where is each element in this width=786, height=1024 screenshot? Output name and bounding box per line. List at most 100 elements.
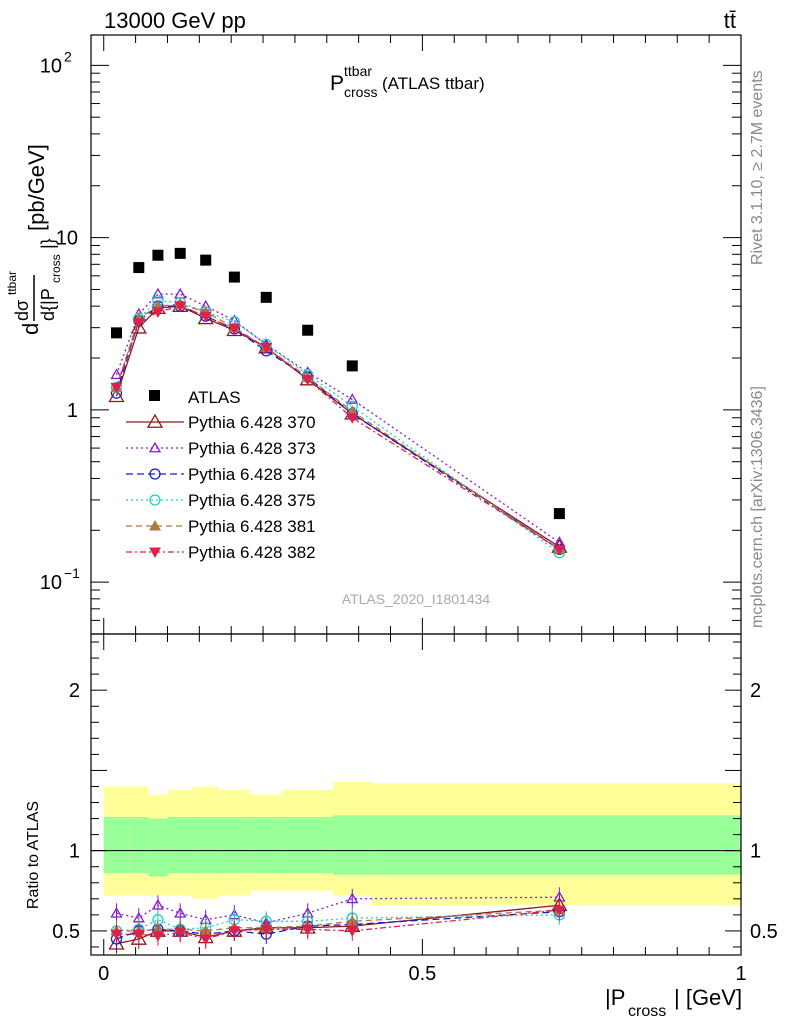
energy-label: 13000 GeV pp — [104, 8, 246, 33]
stat-uncertainty-band — [192, 816, 219, 874]
svg-text:P: P — [330, 72, 344, 95]
y-tick-exponent: 2 — [64, 48, 72, 64]
mc-series — [110, 298, 566, 554]
marker — [301, 924, 314, 936]
marker — [132, 318, 145, 329]
marker — [346, 926, 359, 937]
y-tick-exponent: −1 — [64, 565, 80, 581]
mc-line — [115, 300, 560, 554]
legend-label: Pythia 6.428 375 — [188, 491, 316, 510]
lower-ylabel: Ratio to ATLAS — [25, 801, 42, 909]
marker — [149, 468, 161, 480]
mc-line — [115, 305, 560, 548]
mc-series — [108, 297, 568, 553]
data-point — [553, 508, 565, 520]
analysis-label: ATLAS_2020_I1801434 — [342, 591, 491, 607]
svg-text:[pb/GeV]: [pb/GeV] — [24, 144, 49, 231]
rivet-label: Rivet 3.1.10, ≥ 2.7M events — [749, 70, 766, 265]
plot-title: P ttbar cross (ATLAS ttbar) — [330, 63, 485, 100]
mc-line — [115, 293, 560, 543]
xlabel: |P cross | [GeV] — [605, 985, 742, 1020]
data-point — [152, 249, 164, 261]
marker — [149, 494, 161, 506]
mc-series — [110, 300, 566, 556]
data-point — [302, 324, 314, 336]
marker — [228, 926, 241, 937]
ratio-line — [116, 909, 560, 940]
marker — [346, 892, 359, 904]
svg-text:d{|P: d{|P — [38, 288, 58, 321]
title-sup: ttbar — [344, 63, 372, 79]
marker — [110, 929, 123, 941]
legend-label: Pythia 6.428 373 — [188, 439, 316, 458]
x-tick-label: 0 — [98, 963, 109, 985]
stat-uncertainty-band — [250, 816, 283, 874]
legend-label: Pythia 6.428 381 — [188, 517, 316, 536]
svg-text:ttbar: ttbar — [5, 271, 19, 295]
marker — [108, 387, 125, 403]
stat-uncertainty-band — [148, 818, 168, 877]
ratio-y-tick-label: 2 — [69, 680, 80, 702]
ratio-y-tick-label: 0.5 — [52, 921, 80, 943]
stat-uncertainty-band — [333, 815, 372, 875]
marker — [199, 934, 212, 945]
marker — [110, 368, 123, 380]
title-main: P — [330, 72, 344, 95]
marker — [132, 929, 145, 941]
svg-text:cross: cross — [49, 254, 63, 283]
data-point — [110, 327, 122, 339]
data-point — [200, 254, 212, 266]
legend-label: ATLAS — [188, 388, 241, 407]
data-point — [133, 262, 145, 274]
marker — [151, 287, 165, 299]
marker — [151, 898, 165, 910]
marker — [130, 319, 147, 334]
stat-uncertainty-band — [282, 816, 334, 874]
x-tick-label: 0.5 — [408, 963, 436, 985]
y-tick-label: 10 — [40, 572, 62, 594]
marker — [301, 375, 314, 386]
marker — [151, 307, 164, 318]
svg-text:| [GeV]: | [GeV] — [674, 985, 742, 1010]
marker — [110, 382, 123, 394]
mc-line — [115, 303, 560, 550]
y-tick-label: 10 — [56, 228, 78, 250]
mc-line — [115, 305, 560, 550]
svg-text:|}: |} — [38, 238, 58, 249]
upper-ylabel: d dσ ttbar d{|P cross |} [pb/GeV] — [5, 144, 63, 335]
legend-label: Pythia 6.428 374 — [188, 465, 316, 484]
ratio-line — [116, 896, 560, 924]
svg-text:cross: cross — [628, 1003, 666, 1020]
ratio-y-tick-label: 1 — [69, 841, 80, 863]
marker — [260, 924, 273, 936]
x-tick-label: 1 — [735, 963, 746, 985]
marker — [174, 906, 187, 918]
mc-series — [110, 295, 566, 559]
ratio-line — [116, 909, 560, 932]
mcplots-label: mcplots.cern.ch [arXiv:1306.3436] — [749, 386, 766, 628]
marker — [553, 905, 566, 917]
y-tick-label: 1 — [67, 400, 78, 422]
title-rest: (ATLAS ttbar) — [382, 74, 485, 93]
legend-label: Pythia 6.428 370 — [188, 413, 316, 432]
data-point — [228, 271, 240, 283]
mc-line — [115, 305, 560, 550]
lower-frame — [90, 633, 742, 956]
data-point — [260, 291, 272, 303]
marker — [148, 441, 162, 453]
legend-label: Pythia 6.428 382 — [188, 543, 316, 562]
ratio-panel: 0 0.5 10.5 0.51 12 2 — [52, 633, 778, 985]
marker — [110, 906, 123, 918]
process-label: tt̄ — [724, 8, 736, 33]
legend: ATLAS Pythia 6.428 370 Pythia 6.428 373 Pyt… — [126, 388, 316, 562]
marker — [553, 544, 566, 556]
marker — [199, 311, 212, 323]
stat-uncertainty-band — [218, 816, 251, 874]
marker — [260, 343, 273, 354]
marker — [174, 301, 187, 313]
ratio-series — [110, 900, 566, 949]
marker — [346, 393, 359, 404]
marker — [151, 931, 164, 942]
marker — [346, 413, 359, 424]
